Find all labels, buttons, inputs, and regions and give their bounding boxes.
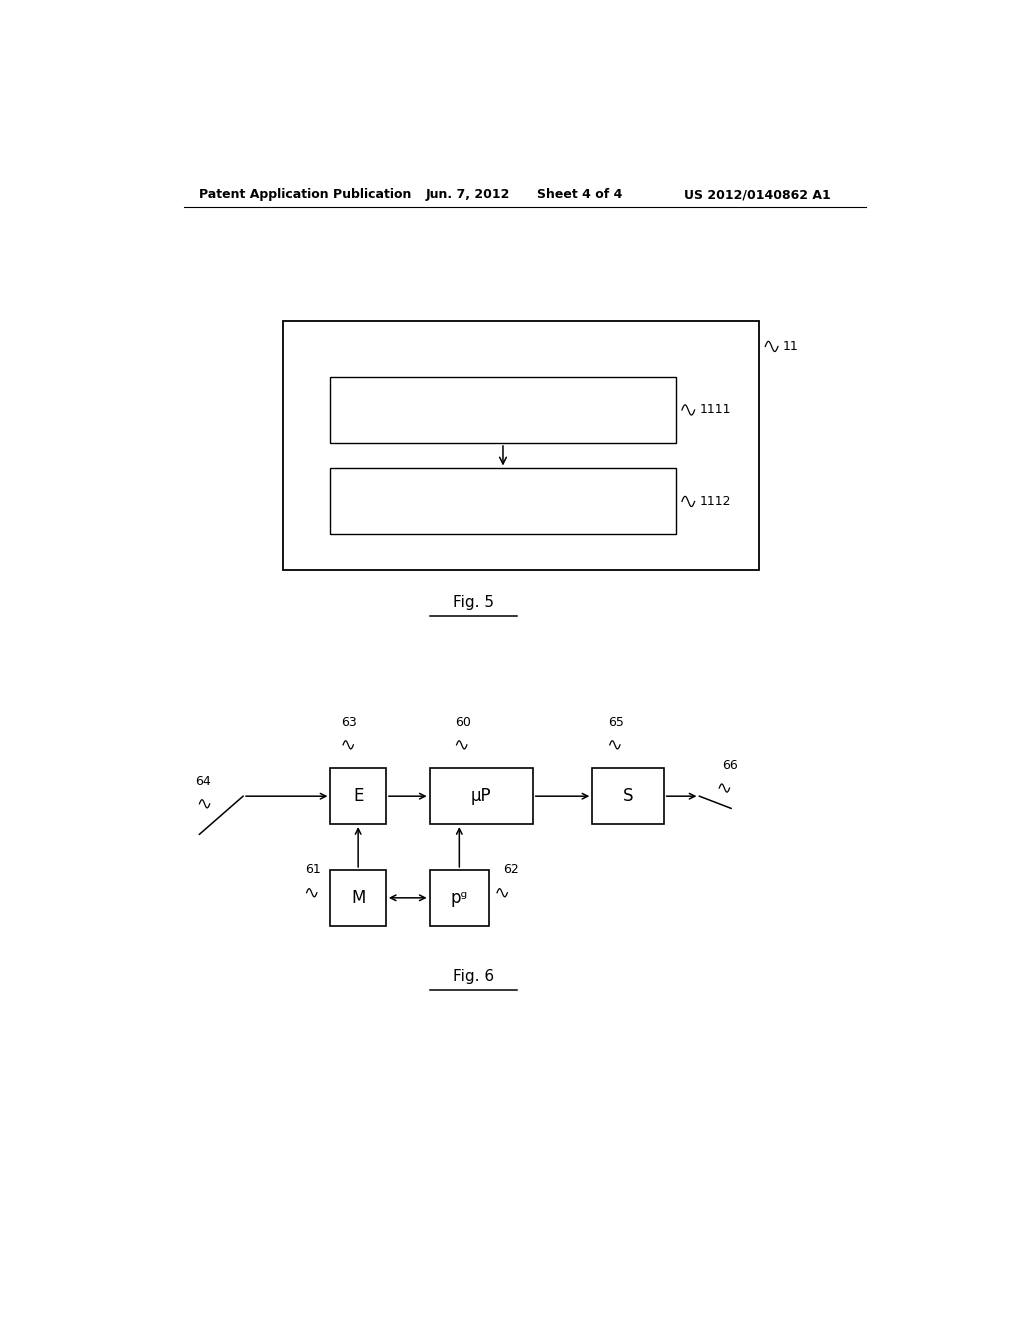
Text: 60: 60	[455, 715, 471, 729]
Text: μP: μP	[471, 787, 492, 805]
Bar	[430, 870, 489, 925]
Text: 66: 66	[722, 759, 737, 772]
Bar	[430, 768, 532, 824]
Bar	[331, 768, 386, 824]
Text: 61: 61	[305, 863, 321, 876]
Bar	[331, 469, 676, 535]
Text: US 2012/0140862 A1: US 2012/0140862 A1	[684, 189, 830, 202]
Text: pᵍ: pᵍ	[451, 888, 468, 907]
Text: Sheet 4 of 4: Sheet 4 of 4	[537, 189, 622, 202]
Bar	[331, 870, 386, 925]
Text: 1112: 1112	[699, 495, 731, 508]
Text: Patent Application Publication: Patent Application Publication	[200, 189, 412, 202]
Text: M: M	[351, 888, 366, 907]
Text: 65: 65	[608, 715, 624, 729]
Bar	[331, 378, 676, 444]
Bar	[592, 768, 664, 824]
Text: E: E	[353, 787, 364, 805]
Text: 62: 62	[503, 863, 518, 876]
Text: Jun. 7, 2012: Jun. 7, 2012	[426, 189, 510, 202]
Bar	[283, 321, 759, 570]
Text: 1111: 1111	[699, 404, 731, 416]
Text: S: S	[623, 787, 633, 805]
Text: Fig. 5: Fig. 5	[453, 595, 494, 610]
Text: Fig. 6: Fig. 6	[453, 969, 494, 985]
Text: 63: 63	[342, 715, 357, 729]
Text: 64: 64	[196, 775, 211, 788]
Text: 11: 11	[782, 341, 799, 352]
